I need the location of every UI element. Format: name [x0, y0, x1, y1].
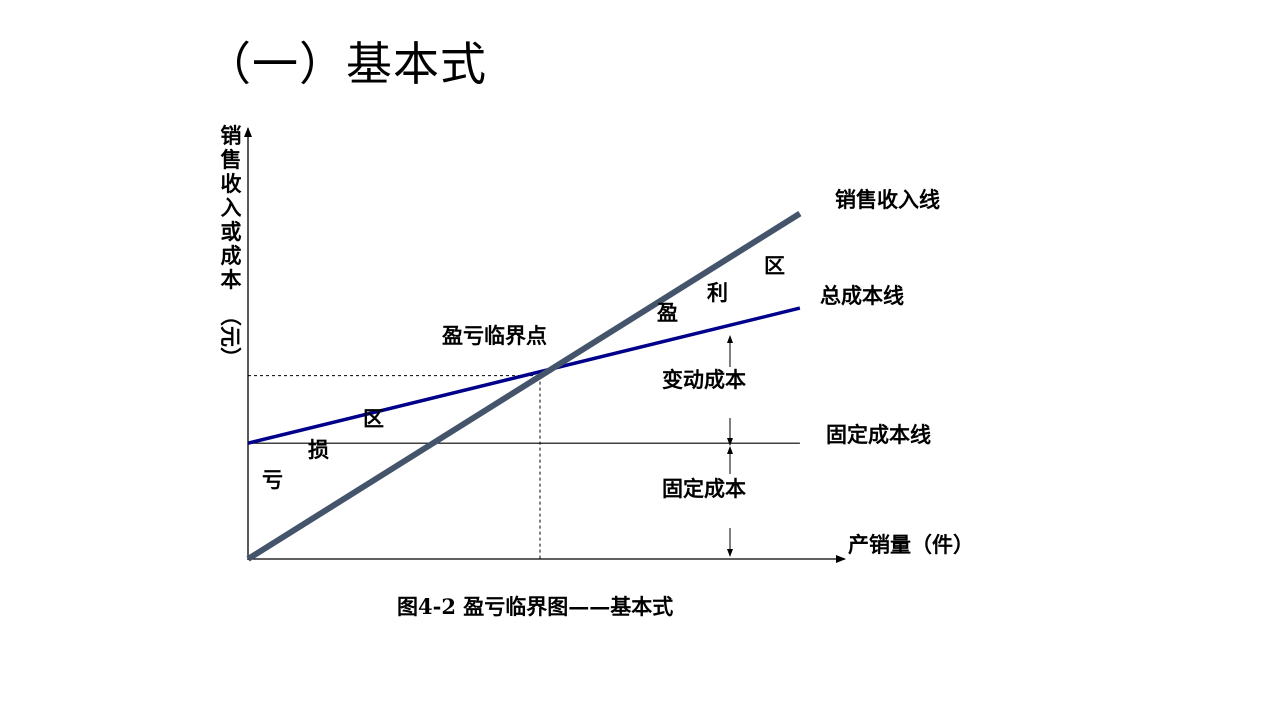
y-axis-label-char: 入	[221, 195, 242, 220]
x-axis-label: 产销量（件）	[848, 532, 974, 557]
figure-caption: 图4-2 盈亏临界图——基本式	[397, 594, 673, 619]
total-cost-line-label: 总成本线	[820, 283, 904, 308]
profit-zone-char: 区	[764, 253, 785, 278]
y-axis-label-char: 或	[221, 219, 242, 244]
loss-zone-char: 亏	[262, 467, 283, 492]
breakeven-point-label: 盈亏临界点	[441, 323, 547, 348]
page-title: （一）基本式	[205, 37, 487, 91]
y-axis-label-char: 售	[221, 147, 242, 172]
fixed-cost-line-label: 固定成本线	[826, 422, 931, 447]
fixed-cost-label: 固定成本	[662, 476, 746, 501]
profit-zone-char: 利	[707, 280, 728, 305]
y-axis-label-char: 本	[221, 267, 242, 292]
loss-zone-char: 损	[308, 437, 329, 462]
y-axis-label-char: 成	[221, 243, 242, 268]
sales-revenue-line-label: 销售收入线	[835, 187, 940, 212]
total-cost-line	[247, 306, 801, 445]
y-axis-label-char: 收	[221, 171, 242, 196]
y-axis-label-char: 销	[221, 123, 242, 148]
loss-zone-char: 区	[363, 406, 384, 431]
sales-revenue-line	[246, 210, 802, 562]
variable-cost-label: 变动成本	[662, 367, 746, 392]
profit-zone-char: 盈	[656, 300, 678, 325]
y-axis-unit-label: （元）	[218, 305, 243, 368]
